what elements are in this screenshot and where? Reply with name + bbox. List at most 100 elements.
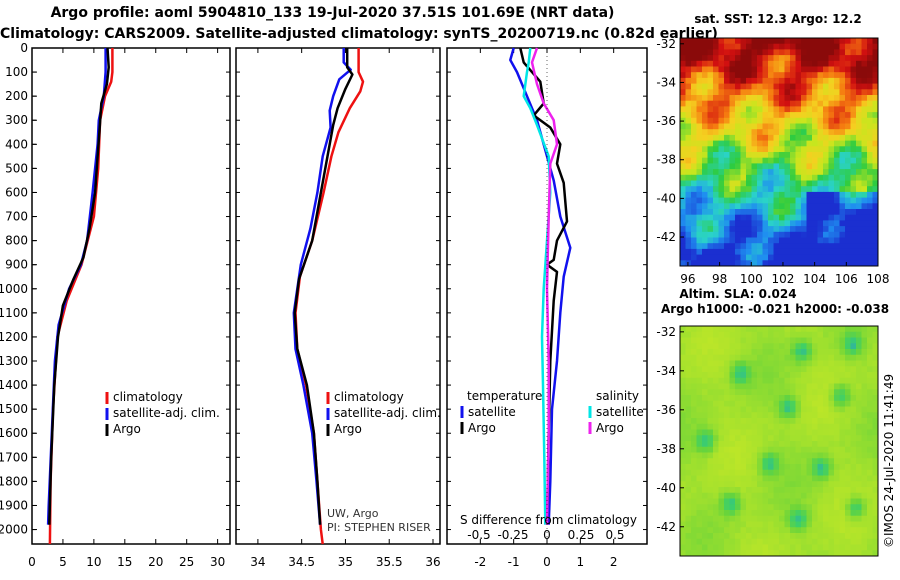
heatmap-cell [817,89,824,96]
heatmap-cell [757,260,763,267]
heatmap-cell [702,418,708,425]
heatmap-cell [751,481,758,488]
heatmap-cell [790,174,796,181]
heatmap-cell [850,458,857,465]
heatmap-cell [718,360,725,367]
heatmap-cell [834,66,840,73]
heatmap-cell [806,504,813,511]
heatmap-cell [751,38,758,45]
heatmap-cell [834,214,840,221]
heatmap-cell [773,152,780,159]
heatmap-cell [867,418,873,425]
heatmap-cell [812,100,818,107]
heatmap-cell [845,112,851,119]
heatmap-cell [823,83,829,90]
heatmap-cell [724,343,730,350]
heatmap-cell [773,43,780,50]
heatmap-cell [784,550,791,557]
heatmap-cell [768,377,774,384]
heatmap-cell [856,129,862,136]
heatmap-cell [740,60,747,67]
heatmap-cell [861,481,868,488]
heatmap-cell [735,423,741,430]
heatmap-cell [685,117,692,124]
heatmap-cell [861,487,868,494]
heatmap-cell [680,100,686,107]
heatmap-cell [757,429,763,436]
x-tick-label: 20 [148,555,163,569]
heatmap-cell [768,226,774,233]
heatmap-cell [867,254,873,261]
heatmap-cell [872,354,879,361]
heatmap-cell [861,134,868,141]
heatmap-cell [746,231,752,238]
heatmap-cell [707,452,714,459]
heatmap-cell [757,174,763,181]
heatmap-cell [801,400,807,407]
heatmap-cell [691,100,697,107]
heatmap-cell [817,237,824,244]
heatmap-cell [856,83,862,90]
heatmap-cell [828,366,835,373]
heatmap-cell [806,163,813,170]
heatmap-cell [735,337,741,344]
heatmap-cell [867,366,873,373]
heatmap-cell [790,169,796,176]
heatmap-cell [834,527,840,534]
heatmap-cell [724,469,730,476]
heatmap-cell [839,231,846,238]
heatmap-cell [812,360,818,367]
heatmap-cell [768,354,774,361]
heatmap-cell [839,446,846,453]
heatmap-cell [795,372,802,379]
heatmap-cell [784,515,791,522]
heatmap-cell [795,169,802,176]
heatmap-cell [729,191,736,198]
heatmap-cell [746,203,752,210]
heatmap-cell [729,260,736,267]
heatmap-cell [850,527,857,534]
heatmap-cell [867,527,873,534]
heatmap-cell [724,163,730,170]
heatmap-cell [773,197,780,204]
heatmap-cell [691,197,697,204]
heatmap-cell [795,429,802,436]
heatmap-cell [817,157,824,164]
heatmap-cell [768,418,774,425]
heatmap-cell [768,163,774,170]
heatmap-cell [795,203,802,210]
heatmap-cell [757,504,763,511]
heatmap-cell [680,169,686,176]
heatmap-cell [702,360,708,367]
heatmap-cell [779,134,785,141]
heatmap-cell [768,469,774,476]
legend-label-satellite-adj: satellite-adj. clim. [113,406,220,420]
heatmap-cell [757,550,763,557]
heatmap-cell [839,123,846,130]
heatmap-cell [856,123,862,130]
heatmap-cell [718,180,725,187]
heatmap-cell [795,406,802,413]
heatmap-cell [828,106,835,113]
heatmap-cell [784,441,791,448]
heatmap-cell [718,72,725,79]
heatmap-cell [685,418,692,425]
sla-map-title-2: Argo h1000: -0.021 h2000: -0.038 [661,302,889,316]
heatmap-cell [839,538,846,545]
heatmap-cell [746,337,752,344]
heatmap-cell [707,163,714,170]
heatmap-cell [779,254,785,261]
heatmap-cell [735,498,741,505]
heatmap-cell [872,83,879,90]
heatmap-cell [817,66,824,73]
heatmap-cell [784,360,791,367]
heatmap-cell [790,533,796,540]
heatmap-cell [735,441,741,448]
heatmap-cell [779,38,785,45]
heatmap-cell [817,134,824,141]
heatmap-cell [762,360,769,367]
heatmap-cell [724,331,730,338]
heatmap-cell [839,452,846,459]
heatmap-cell [790,400,796,407]
heatmap-cell [713,186,719,193]
